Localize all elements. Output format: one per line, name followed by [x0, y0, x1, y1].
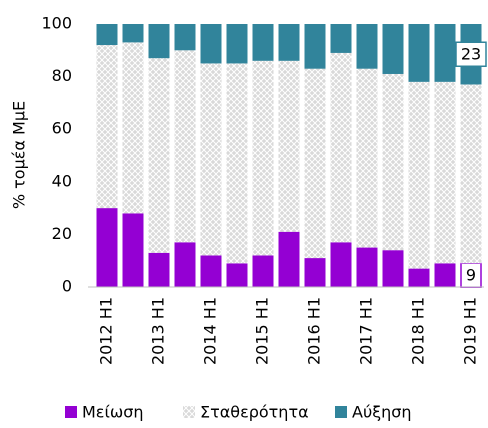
bar-segment	[408, 81, 430, 269]
x-tick-label: 2018 H1	[409, 297, 428, 365]
bar-segment	[382, 250, 404, 287]
bar-segment	[408, 24, 430, 82]
bar-segment	[330, 52, 352, 243]
bar-segment	[434, 263, 456, 287]
bar-segment	[252, 255, 274, 287]
x-tick-label: 2013 H1	[149, 297, 168, 365]
bar-segment	[122, 213, 144, 287]
bar-segment	[148, 24, 170, 59]
bar-segment	[382, 24, 404, 74]
bar-segment	[252, 60, 274, 256]
y-tick-label: 40	[52, 171, 72, 190]
bar-segment	[226, 263, 248, 287]
legend-swatch	[65, 406, 77, 418]
bar-segment	[304, 258, 326, 287]
bar-segment	[382, 73, 404, 251]
x-tick-label: 2014 H1	[201, 297, 220, 365]
bar-segment	[330, 242, 352, 287]
y-tick-label: 80	[52, 66, 72, 85]
y-tick-label: 0	[62, 277, 72, 296]
y-tick-label: 100	[41, 14, 72, 33]
legend-label: Αύξηση	[352, 403, 412, 422]
x-tick-label: 2012 H1	[97, 297, 116, 365]
data-label: 23	[461, 45, 481, 64]
bar-segment	[96, 24, 118, 46]
bar-segment	[174, 50, 196, 243]
bar-segment	[356, 247, 378, 287]
legend-swatch	[335, 406, 347, 418]
bar-segment	[226, 63, 248, 264]
bar-segment	[460, 84, 482, 264]
bar-segment	[356, 68, 378, 248]
x-tick-label: 2015 H1	[253, 297, 272, 365]
y-axis-label: % τομέα ΜμΕ	[10, 101, 29, 209]
bar-segment	[278, 231, 300, 287]
bar-segment	[200, 63, 222, 256]
bar-segment	[226, 24, 248, 64]
legend-label: Μείωση	[82, 403, 144, 422]
bar-segment	[122, 42, 144, 214]
bar-segment	[278, 60, 300, 232]
y-tick-label: 20	[52, 224, 72, 243]
bar-segment	[148, 252, 170, 287]
bar-segment	[434, 24, 456, 82]
bar-segment	[278, 24, 300, 61]
bar-segment	[252, 24, 274, 61]
data-label: 9	[466, 266, 476, 285]
y-tick-label: 60	[52, 119, 72, 138]
bar-segment	[96, 45, 118, 209]
x-tick-label: 2017 H1	[357, 297, 376, 365]
bar-segment	[356, 24, 378, 69]
bar-segment	[200, 24, 222, 64]
data-label-box	[455, 41, 487, 67]
bar-segment	[148, 58, 170, 253]
bar-segment	[200, 255, 222, 287]
bar-segment	[304, 68, 326, 259]
legend-swatch	[183, 406, 195, 418]
bar-segment	[96, 208, 118, 287]
bar-segment	[174, 24, 196, 51]
bar-segment	[330, 24, 352, 53]
legend-label: Σταθερότητα	[200, 403, 309, 422]
x-tick-label: 2016 H1	[305, 297, 324, 365]
bar-segment	[174, 242, 196, 287]
bar-segment	[304, 24, 326, 69]
bar-segment	[434, 81, 456, 264]
x-tick-label: 2019 H1	[461, 297, 480, 365]
bar-segment	[122, 24, 144, 43]
bar-segment	[408, 268, 430, 287]
